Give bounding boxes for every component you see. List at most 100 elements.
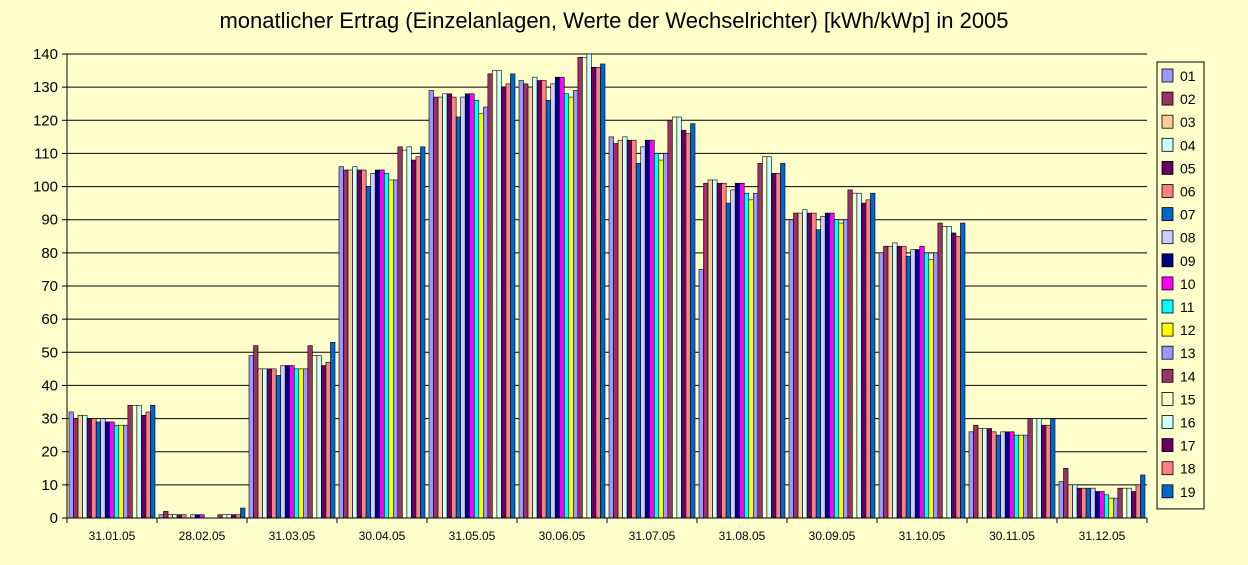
- bar: [896, 245, 902, 519]
- bar: [145, 411, 151, 519]
- bar: [1117, 487, 1123, 519]
- bar: [518, 80, 524, 519]
- bar: [1135, 484, 1141, 519]
- bar: [446, 93, 452, 519]
- bar: [780, 163, 786, 519]
- bar: [802, 209, 808, 519]
- bar: [541, 80, 547, 519]
- chart-title: monatlicher Ertrag (Einzelanlagen, Werte…: [219, 8, 1009, 33]
- legend-entry: 19: [1180, 484, 1196, 500]
- bar: [901, 245, 907, 519]
- legend-entry: 04: [1180, 137, 1196, 153]
- bar: [550, 83, 556, 519]
- x-tick-label: 31.12.05: [1079, 529, 1126, 543]
- legend-swatch: [1161, 184, 1174, 198]
- bar: [793, 212, 799, 519]
- bar: [1085, 487, 1091, 519]
- bar: [861, 202, 867, 519]
- bar: [271, 368, 277, 519]
- bar: [811, 212, 817, 519]
- bar: [325, 361, 331, 519]
- bar: [298, 368, 304, 519]
- bar: [1063, 467, 1069, 519]
- x-tick-label: 31.05.05: [449, 529, 496, 543]
- bar: [1131, 491, 1137, 519]
- x-tick-label: 31.07.05: [629, 529, 676, 543]
- bar: [568, 96, 574, 519]
- bar: [1122, 487, 1128, 519]
- bar: [370, 173, 376, 519]
- bar: [1032, 418, 1038, 519]
- legend-entry: 15: [1180, 391, 1196, 407]
- bar: [253, 345, 259, 519]
- bar: [1099, 491, 1105, 519]
- bar: [766, 156, 772, 519]
- bar: [469, 93, 475, 519]
- bar: [118, 424, 124, 519]
- bar: [483, 106, 489, 519]
- bar: [933, 252, 939, 519]
- bar: [577, 57, 583, 519]
- bar: [91, 418, 97, 519]
- axes: [66, 54, 1148, 523]
- bar: [658, 159, 664, 519]
- bar: [681, 129, 687, 519]
- x-tick-label: 30.09.05: [809, 529, 856, 543]
- bar: [617, 139, 623, 519]
- legend-swatch: [1161, 438, 1174, 453]
- legend-entry: 12: [1180, 322, 1196, 338]
- bar: [127, 405, 133, 519]
- bar: [919, 245, 925, 519]
- legend-entry: 06: [1180, 184, 1196, 200]
- bar: [86, 418, 92, 519]
- bar: [379, 169, 385, 519]
- bar: [428, 90, 434, 519]
- bar: [100, 418, 106, 519]
- bar: [797, 212, 803, 519]
- bar: [946, 226, 952, 519]
- bar: [496, 70, 502, 519]
- y-tick-label: 120: [33, 112, 58, 129]
- y-tick-label: 80: [41, 245, 58, 262]
- x-tick-label: 31.01.05: [89, 529, 136, 543]
- bar: [487, 73, 493, 519]
- legend-swatch: [1161, 230, 1174, 245]
- bar: [707, 179, 713, 519]
- bar: [68, 411, 74, 519]
- bar: [1058, 481, 1064, 519]
- bar: [312, 355, 318, 519]
- bar: [505, 83, 511, 519]
- bar: [1027, 418, 1033, 519]
- bars: [68, 53, 1146, 519]
- bar: [330, 342, 336, 519]
- bar: [163, 511, 169, 519]
- bar: [415, 156, 421, 519]
- bar: [397, 146, 403, 519]
- bar: [262, 368, 268, 519]
- bar: [748, 199, 754, 519]
- y-tick-label: 60: [41, 311, 58, 328]
- bar: [892, 242, 898, 519]
- bar: [573, 90, 579, 519]
- bar: [843, 219, 849, 519]
- legend-entry: 05: [1180, 160, 1196, 176]
- y-tick-label: 20: [41, 444, 58, 461]
- bar: [905, 255, 911, 519]
- legend-entry: 18: [1180, 461, 1196, 477]
- bar: [1076, 487, 1082, 519]
- bar: [928, 259, 934, 519]
- bar: [356, 169, 362, 519]
- bar: [716, 182, 722, 519]
- legend-swatch: [1161, 207, 1174, 222]
- legend-entry: 08: [1180, 230, 1196, 246]
- bar: [361, 169, 367, 519]
- y-tick-label: 110: [34, 145, 58, 162]
- y-tick-label: 70: [41, 278, 58, 295]
- bar: [815, 229, 821, 519]
- bar: [923, 252, 930, 519]
- bar: [622, 136, 628, 519]
- bar: [582, 57, 588, 519]
- x-axis-labels: 31.01.05 28.02.05 31.03.05 30.04.05 31.05.05…: [89, 529, 1126, 543]
- legend-swatch: [1161, 160, 1174, 175]
- bar: [1050, 418, 1056, 519]
